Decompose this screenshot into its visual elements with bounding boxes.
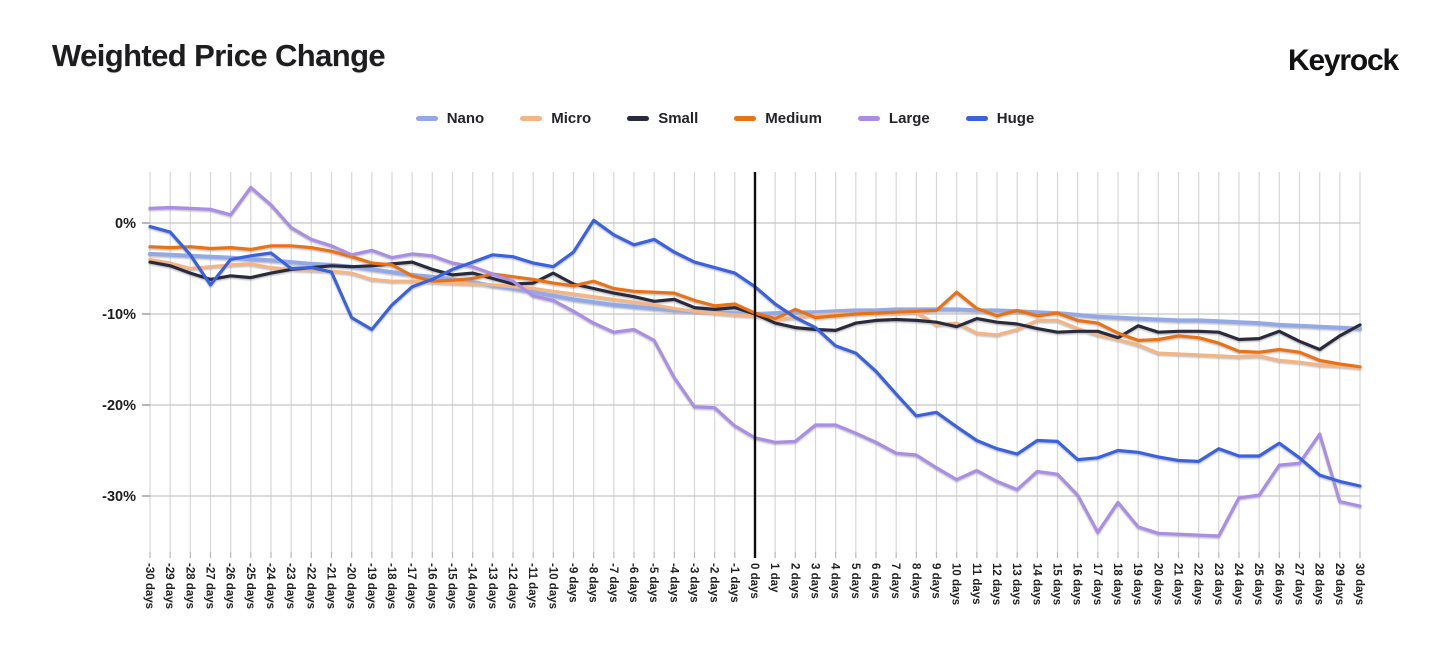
x-tick-label: -23 days [284, 563, 296, 609]
legend-swatch-icon [415, 116, 438, 121]
legend-item-micro[interactable]: Micro [520, 110, 591, 127]
x-tick-label: 6 days [869, 563, 881, 599]
x-tick-label: -30 days [143, 563, 155, 609]
x-tick-label: 12 days [990, 563, 1002, 605]
x-tick-label: -18 days [385, 563, 397, 609]
legend-swatch-icon [965, 116, 988, 121]
x-tick-label: -28 days [183, 563, 195, 609]
x-tick-label: -19 days [365, 563, 377, 609]
y-axis-labels: 0% -10% -20% -30% [102, 216, 136, 505]
x-tick-label: 26 days [1272, 563, 1284, 605]
x-tick-label: 14 days [1030, 563, 1042, 605]
x-tick-label: 23 days [1212, 563, 1224, 605]
page-title: Weighted Price Change [52, 38, 386, 73]
x-tick-label: 18 days [1111, 563, 1123, 605]
x-tick-label: -22 days [304, 563, 316, 609]
x-tick-label: 24 days [1232, 563, 1244, 605]
x-tick-label: -3 days [688, 563, 700, 603]
x-tick-label: 16 days [1071, 563, 1083, 605]
legend-item-small[interactable]: Small [627, 110, 698, 127]
x-tick-label: -20 days [345, 563, 357, 609]
x-axis-labels: -30 days -29 days -28 days -27 days -26 days… [143, 563, 1365, 609]
x-tick-label: -16 days [425, 563, 437, 609]
x-tick-label: -15 days [446, 563, 458, 609]
x-tick-label: -10 days [546, 563, 558, 609]
x-tick-label: 29 days [1333, 563, 1345, 605]
x-tick-label: 7 days [889, 563, 901, 599]
legend-swatch-icon [627, 116, 650, 121]
x-tick-label: -7 days [607, 563, 619, 603]
x-tick-label: -1 days [728, 563, 740, 603]
legend-swatch-icon [857, 116, 880, 121]
x-tick-label: 25 days [1252, 563, 1264, 605]
x-tick-label: -13 days [486, 563, 498, 609]
x-tick-label: -17 days [405, 563, 417, 609]
legend-label: Nano [446, 110, 485, 127]
x-tick-label: 27 days [1293, 563, 1305, 605]
chart-legend: Nano Micro Small Medium Large Huge [0, 110, 1450, 127]
legend-label: Medium [765, 110, 822, 127]
x-tick-label: -26 days [224, 563, 236, 609]
keyrock-logo: Keyrock [1287, 44, 1399, 77]
x-tick-label: -12 days [506, 563, 518, 609]
x-tick-label: 19 days [1131, 563, 1143, 605]
x-tick-label: 10 days [950, 563, 962, 605]
x-tick-label: -4 days [667, 563, 679, 603]
legend-item-large[interactable]: Large [857, 110, 930, 127]
legend-label: Micro [551, 110, 592, 127]
x-tick-label: -14 days [466, 563, 478, 609]
x-tick-label: -29 days [163, 563, 175, 609]
x-tick-label: -11 days [526, 563, 538, 608]
x-tick-label: 30 days [1353, 563, 1365, 605]
x-tick-label: 1 day [768, 563, 780, 593]
legend-label: Huge [996, 110, 1035, 127]
x-tick-label: -6 days [627, 563, 639, 603]
x-tick-label: -9 days [567, 563, 579, 603]
legend-swatch-icon [734, 116, 757, 121]
legend-label: Small [658, 110, 699, 127]
y-tick-label: 0% [115, 216, 136, 232]
x-tick-label: 4 days [829, 563, 841, 599]
x-tick-label: 8 days [909, 563, 921, 599]
x-tick-label: 3 days [809, 563, 821, 599]
y-tick-label: -10% [102, 307, 136, 323]
x-tick-label: 2 days [788, 563, 800, 599]
x-tick-label: 5 days [849, 563, 861, 599]
x-tick-label: 9 days [930, 563, 942, 599]
x-tick-label: -27 days [204, 563, 216, 609]
x-tick-label: -2 days [708, 563, 720, 603]
x-tick-label: 11 days [970, 563, 982, 605]
y-tick-label: -20% [102, 398, 136, 414]
x-tick-label: 28 days [1313, 563, 1325, 605]
x-tick-label: 17 days [1091, 563, 1103, 605]
x-tick-label: -21 days [325, 563, 337, 609]
x-tick-label: 0 days [748, 563, 760, 599]
legend-item-medium[interactable]: Medium [734, 110, 822, 127]
x-tick-label: -8 days [587, 563, 599, 603]
x-tick-label: 20 days [1151, 563, 1163, 605]
legend-item-nano[interactable]: Nano [415, 110, 485, 127]
x-tick-label: -24 days [264, 563, 276, 609]
x-tick-label: 13 days [1010, 563, 1022, 605]
x-tick-label: -25 days [244, 563, 256, 609]
x-tick-label: 15 days [1051, 563, 1063, 605]
x-tick-label: 21 days [1172, 563, 1184, 605]
x-tick-label: 22 days [1192, 563, 1204, 605]
legend-label: Large [888, 110, 930, 127]
y-tick-label: -30% [102, 489, 136, 505]
legend-item-huge[interactable]: Huge [965, 110, 1035, 127]
legend-swatch-icon [520, 116, 543, 121]
x-tick-label: -5 days [647, 563, 659, 603]
